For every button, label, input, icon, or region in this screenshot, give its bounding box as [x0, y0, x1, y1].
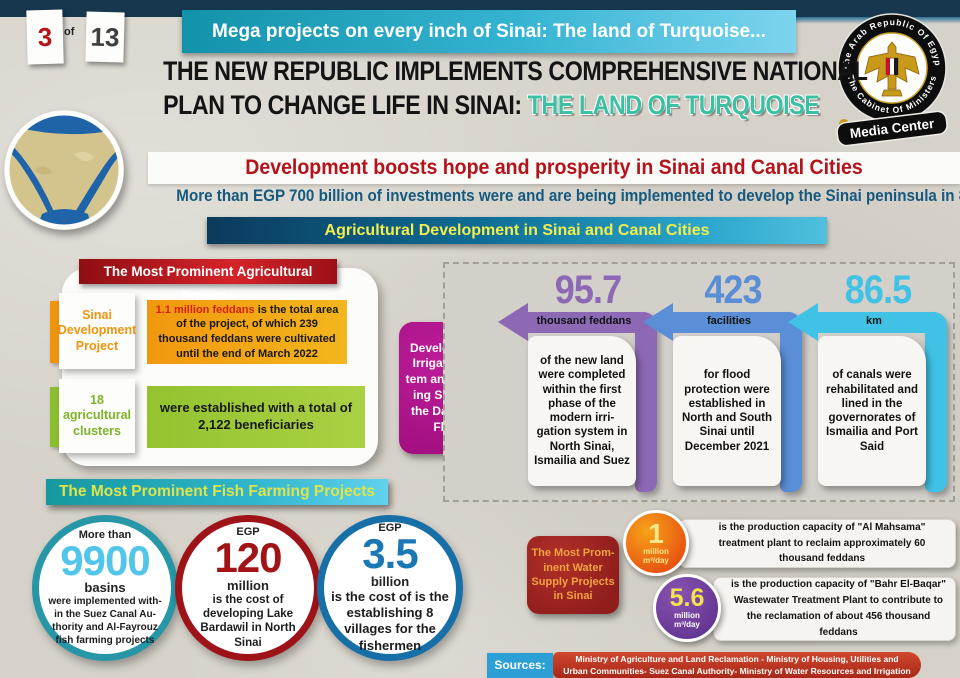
agriculture-projects-banner: The Most Prominent Agricultural Projects — [79, 259, 337, 304]
sinai-development-project-card: Sinai Development Project — [57, 293, 137, 369]
agriculture-fact-green: were established with a total of 2,122 b… — [147, 386, 365, 448]
fish-stat-villages: EGP 3.5 billion is the cost of is the es… — [317, 515, 463, 661]
water-item1-unit-top: million — [643, 547, 669, 557]
agriculture-fact-orange: 1.1 million feddans is the total area of… — [147, 300, 347, 364]
title-line2: PLAN TO CHANGE LIFE IN SINAI: THE LAND O… — [163, 90, 820, 121]
stat2-value: 423 — [704, 268, 762, 312]
water-supply-banner-text: The Most Prom- inent Water Supply Projec… — [531, 547, 615, 603]
fish1-prefix: More than — [78, 528, 132, 541]
stat3-text: of canals were rehabilitated and lined i… — [825, 369, 919, 453]
beneficiaries-text: were established with a total of 2,122 b… — [159, 400, 353, 432]
fish1-text: were implemented with- in the Suez Canal… — [48, 596, 162, 647]
stat1-card: of the new land were completed within th… — [528, 336, 636, 486]
stat3-card: of canals were rehabilitated and lined i… — [818, 336, 926, 486]
sources-bar: Ministry of Agriculture and Land Reclama… — [553, 652, 921, 678]
fish1-value: 9900 — [60, 536, 150, 584]
stat3-arrow-icon — [788, 303, 818, 341]
water-item2-badge: 5.6 million m³/day — [653, 574, 721, 642]
stat-new-land: 95.7 thousand feddans of the new land we… — [498, 268, 665, 494]
stat3-unit: km — [866, 315, 882, 327]
sources-label: Sources: — [487, 653, 553, 678]
investment-line: More than EGP 700 billion of investments… — [140, 187, 960, 206]
water-item1-value: 1 — [648, 517, 664, 549]
stat1-value: 95.7 — [554, 268, 622, 312]
fish3-value: 3.5 — [362, 530, 418, 578]
subtitle-strip: Development boosts hope and prosperity i… — [148, 152, 960, 184]
stat2-text: for flood protection were established in… — [681, 369, 773, 453]
stat1-arrow-bar — [526, 312, 657, 333]
page-total-value: 13 — [90, 21, 120, 52]
water-item2-value: 5.6 — [669, 583, 705, 612]
stat2-unit: facilities — [706, 315, 752, 327]
eagle-icon — [864, 41, 920, 97]
fish-stat-bardawil: EGP 120 million is the cost of developin… — [175, 515, 321, 661]
fish-farming-banner-text: The Most Prominent Fish Farming Projects — [58, 483, 376, 500]
fish-stat-basins: More than 9900 basins were implemented w… — [32, 515, 178, 661]
stat3-arrow-bar — [816, 312, 947, 333]
stat1-unit: thousand feddans — [536, 315, 632, 327]
top-banner: Mega projects on every inch of Sinai: Th… — [182, 10, 796, 53]
stat-canals: 86.5 km of canals were rehabilitated and… — [788, 268, 955, 494]
fish3-text: is the cost of is the establishing 8 vil… — [331, 588, 449, 653]
page-of-label: of — [64, 26, 75, 38]
media-center-logo: The Arab Republic Of Egypt The Cabinet O… — [828, 6, 948, 147]
stat-flood-protection: 423 facilities for flood protection were… — [643, 268, 810, 494]
stat2-arrow-tail — [780, 312, 802, 492]
sources-text: Ministry of Agriculture and Land Reclama… — [563, 653, 911, 676]
agricultural-clusters-label: 18 agricultural clusters — [62, 392, 132, 438]
fish2-text: is the cost of developing Lake Bardawil … — [200, 593, 296, 649]
title-line2-turquoise: THE LAND OF TURQUOISE — [527, 90, 820, 120]
title-line1: THE NEW REPUBLIC IMPLEMENTS COMPREHENSIV… — [163, 56, 868, 86]
investment-text: More than EGP 700 billion of investments… — [176, 187, 960, 205]
stat1-arrow-tail — [635, 312, 657, 492]
stat3-value: 86.5 — [844, 268, 912, 312]
stat1-arrow-icon — [498, 303, 528, 341]
fish2-unit: million — [227, 577, 269, 593]
top-banner-text: Mega projects on every inch of Sinai: Th… — [212, 21, 766, 42]
water-item1-unit-bottom: m³/day — [643, 556, 669, 566]
page-number-total: 13 — [85, 11, 125, 63]
fish3-unit: billion — [370, 573, 410, 589]
feddans-text: is the total area of the project, of whi… — [158, 303, 339, 360]
sinai-map-image — [4, 110, 124, 230]
page-title: THE NEW REPUBLIC IMPLEMENTS COMPREHENSIV… — [112, 56, 868, 121]
water-item2-strip: is the production capacity of "Bahr El-B… — [713, 577, 956, 641]
agricultural-clusters-card: 18 agricultural clusters — [59, 379, 135, 453]
page-number-current: 3 — [26, 9, 64, 65]
stat1-text: of the new land were completed within th… — [534, 355, 630, 467]
water-item2-unit-top: million — [674, 610, 700, 620]
water-item1-strip: is the production capacity of "Al Mahsam… — [678, 519, 956, 568]
media-center-ribbon: Media Center — [836, 110, 948, 147]
fish2-prefix: EGP — [236, 525, 260, 538]
page-current-value: 3 — [37, 21, 53, 52]
stat2-arrow-icon — [643, 303, 673, 341]
fish3-prefix: EGP — [378, 522, 402, 535]
fish2-value: 120 — [214, 533, 282, 581]
title-line2-black: PLAN TO CHANGE LIFE IN SINAI: — [163, 90, 522, 120]
water-item1-badge: 1 million m³/day — [623, 510, 689, 576]
agriculture-section-banner: Agricultural Development in Sinai and Ca… — [207, 217, 827, 244]
water-item1-text: is the production capacity of "Al Mahsam… — [718, 522, 926, 565]
water-item2-unit-bottom: m³/day — [674, 619, 700, 629]
agriculture-banner-text: Agricultural Development in Sinai and Ca… — [324, 222, 710, 239]
fish1-unit: basins — [84, 580, 126, 596]
sinai-development-project-label: Sinai Development Project — [57, 307, 137, 353]
feddans-highlight: 1.1 million feddans — [155, 303, 255, 316]
stat3-arrow-tail — [925, 312, 947, 492]
subtitle-text: Development boosts hope and prosperity i… — [245, 156, 863, 179]
water-item2-text: is the production capacity of "Bahr El-B… — [730, 579, 947, 638]
stat2-card: for flood protection were established in… — [673, 336, 781, 486]
fish-farming-banner: The Most Prominent Fish Farming Projects — [46, 479, 388, 505]
water-supply-banner: The Most Prom- inent Water Supply Projec… — [527, 536, 619, 614]
stat2-arrow-bar — [671, 312, 802, 333]
